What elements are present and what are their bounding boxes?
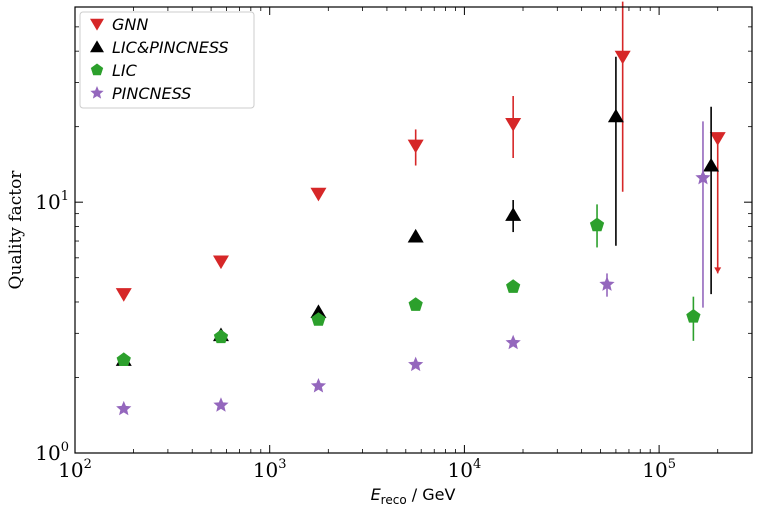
x-tick-label: 103 [253, 457, 287, 482]
data-point-pincness [310, 377, 327, 393]
data-point-gnn [505, 117, 522, 132]
data-point-lic [686, 309, 701, 323]
data-point-pincness [408, 356, 424, 372]
legend: GNN LIC&PINCNESS LIC PINCNESS [79, 11, 255, 109]
data-point-lic-pincness [310, 304, 327, 318]
error-arrow-head [714, 267, 722, 274]
legend-marker-pincness [90, 86, 104, 99]
x-tick-exponent: 5 [668, 457, 676, 472]
legend-marker-lic [90, 63, 104, 76]
y-tick-label: 100 [35, 440, 69, 465]
data-point-pincness [116, 400, 132, 416]
series-lic [116, 204, 701, 366]
x-axis-label-main: E [371, 485, 382, 504]
data-point-lic [213, 329, 229, 344]
y-tick-exponent: 1 [61, 189, 69, 204]
series-gnn [115, 1, 726, 302]
data-point-gnn [212, 255, 229, 270]
legend-label-lic: LIC [112, 61, 138, 80]
legend-marker-gnn [90, 18, 104, 31]
data-point-gnn [614, 50, 631, 65]
x-tick-base: 10 [58, 458, 83, 482]
data-point-lic-pincness [407, 228, 424, 243]
data-point-lic [589, 217, 605, 232]
series-pincness [116, 121, 711, 416]
legend-label-pincness: PINCNESS [112, 84, 191, 103]
y-tick-exponent: 0 [61, 440, 69, 455]
data-point-lic-pincness [505, 207, 522, 221]
x-axis-label-sub: reco [381, 493, 407, 507]
x-axis-label-unit: / GeV [407, 485, 456, 504]
legend-label-lic-pincness: LIC&PINCNESS [112, 38, 229, 57]
data-point-gnn [310, 187, 327, 202]
x-tick-exponent: 3 [278, 457, 286, 472]
data-point-gnn [407, 139, 424, 154]
data-point-lic-pincness [703, 157, 720, 172]
plot-content [115, 1, 726, 416]
x-tick-base: 10 [448, 458, 473, 482]
data-point-pincness [505, 334, 521, 350]
legend-label-gnn: GNN [112, 15, 148, 34]
legend-entries: GNN LIC&PINCNESS LIC PINCNESS [90, 15, 229, 103]
data-point-gnn [709, 132, 726, 146]
x-tick-exponent: 2 [84, 457, 92, 472]
x-tick-exponent: 4 [473, 457, 481, 472]
data-point-gnn [115, 288, 132, 302]
data-point-pincness [695, 169, 711, 185]
data-point-pincness [213, 397, 229, 412]
x-axis-ticks: 102 103 104 105 [58, 7, 753, 482]
data-point-lic [506, 279, 521, 293]
y-tick-base: 10 [35, 441, 60, 465]
x-tick-label: 104 [448, 457, 482, 482]
data-point-pincness [599, 276, 615, 291]
y-tick-label: 101 [35, 189, 69, 214]
data-point-lic [116, 352, 131, 366]
y-tick-base: 10 [35, 190, 60, 214]
data-point-lic [311, 312, 326, 326]
x-tick-base: 10 [642, 458, 667, 482]
data-point-lic-pincness [607, 108, 624, 123]
x-tick-label: 102 [58, 457, 92, 482]
x-tick-base: 10 [253, 458, 278, 482]
legend-marker-lic-pincness [90, 40, 104, 53]
x-tick-label: 105 [642, 457, 676, 482]
axes-frame [74, 6, 753, 454]
y-axis-label: Quality factor [6, 170, 26, 290]
x-axis-label: Ereco / GeV [371, 485, 456, 507]
data-point-lic [408, 297, 423, 311]
legend-frame [79, 11, 255, 109]
